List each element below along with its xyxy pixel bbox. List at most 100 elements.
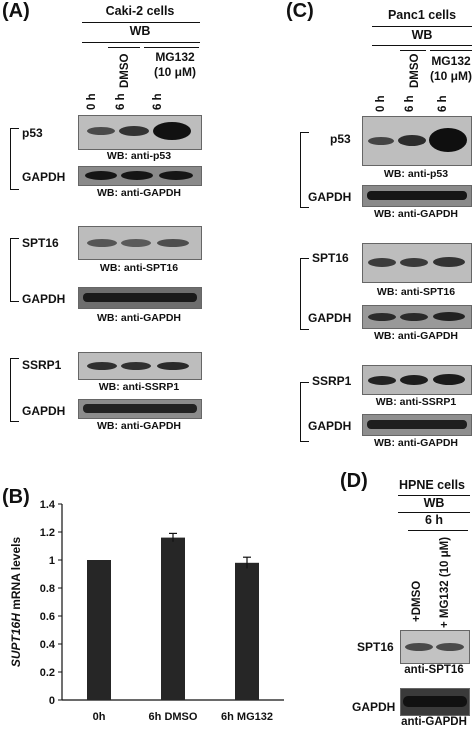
x-tick-label: 6h MG132 [221, 711, 273, 723]
panel-a-blot-ssrp1 [78, 352, 202, 380]
panel-c-protein-gapdh-3: GAPDH [308, 419, 352, 433]
panel-c-bracket-1 [300, 132, 309, 208]
panel-a-caption-gapdh-3: WB: anti-GAPDH [97, 420, 181, 432]
panel-a-caption-gapdh-2: WB: anti-GAPDH [97, 312, 181, 324]
y-axis-label: SUPT16H mRNA levels [9, 537, 23, 668]
panel-d-blot-gapdh [400, 688, 470, 716]
panel-c-protein-ssrp1: SSRP1 [312, 374, 352, 388]
band [157, 362, 189, 370]
band [433, 312, 465, 321]
y-tick-label: 0.4 [40, 639, 56, 651]
panel-a-rule-mg [144, 47, 199, 48]
panel-c-rule-top [372, 26, 472, 27]
band [83, 404, 197, 413]
panel-d-time: 6 h [424, 513, 444, 527]
band [403, 696, 467, 707]
panel-c-caption-ssrp1: WB: anti-SSRP1 [375, 396, 457, 408]
panel-c-treatment: MG132 (10 μM) [429, 54, 472, 83]
panel-d-letter: (D) [340, 470, 368, 492]
y-tick-label: 1 [49, 555, 55, 567]
panel-c-lane-dmso: DMSO [409, 53, 421, 89]
bar-2 [161, 537, 185, 700]
y-axis-label-unit: mRNA levels [9, 537, 23, 614]
band [87, 239, 117, 247]
panel-d-rule-time [408, 530, 468, 531]
band [153, 122, 191, 140]
panel-a-bracket-2 [10, 238, 19, 302]
panel-d-blot-spt16 [400, 630, 470, 664]
mrna-bar-chart: 0 0.2 0.4 0.6 0.8 1 1.2 1.4 SUPT16H mRNA levels 0… [9, 499, 284, 723]
band [398, 135, 426, 146]
band [433, 374, 465, 385]
band [400, 258, 428, 267]
band [405, 643, 433, 651]
band [368, 258, 396, 267]
panel-c-blot-gapdh-3 [362, 414, 472, 436]
panel-a-blot-gapdh-1 [78, 166, 202, 186]
panel-c-caption-gapdh-1: WB: anti-GAPDH [374, 208, 458, 220]
panel-d-protein-gapdh: GAPDH [352, 700, 396, 714]
panel-c-bracket-2 [300, 258, 309, 330]
panel-d-rule-wb [398, 512, 470, 513]
panel-c-protein-p53: p53 [330, 132, 351, 146]
panel-c-lane-6h-b: 6 h [437, 95, 449, 112]
y-tick-label: 1.4 [40, 499, 56, 511]
band [400, 313, 428, 321]
panel-a-protein-gapdh-2: GAPDH [22, 292, 66, 306]
panel-d-wb-label: WB [423, 496, 445, 510]
panel-a-lane-0h: 0 h [86, 93, 98, 110]
panel-a-wb-label: WB [129, 24, 151, 38]
panel-d-rule-top [398, 495, 470, 496]
band [85, 171, 117, 180]
panel-a-treatment: MG132 (10 μM) [153, 50, 196, 79]
panel-d-caption-gapdh: anti-GAPDH [401, 716, 467, 728]
band [83, 293, 197, 302]
panel-a-protein-ssrp1: SSRP1 [22, 358, 62, 372]
panel-a-blot-gapdh-2 [78, 287, 202, 309]
panel-a-protein-gapdh-3: GAPDH [22, 404, 66, 418]
panel-c-blot-gapdh-1 [362, 185, 472, 207]
panel-c-blot-gapdh-2 [362, 305, 472, 329]
panel-d-cell-line: HPNE cells [398, 478, 465, 492]
panel-c-protein-gapdh-1: GAPDH [308, 190, 352, 204]
band [121, 171, 153, 180]
bar-3 [235, 562, 259, 700]
panel-c-protein-gapdh-2: GAPDH [308, 311, 352, 325]
panel-c-caption-gapdh-3: WB: anti-GAPDH [374, 437, 458, 449]
panel-c-blot-spt16 [362, 243, 472, 283]
panel-a-caption-spt16: WB: anti-SPT16 [99, 262, 179, 274]
x-tick-label: 6h DMSO [149, 711, 198, 723]
band [436, 643, 464, 651]
panel-b-letter: (B) [2, 486, 30, 508]
band [121, 362, 151, 370]
y-tick-label: 1.2 [40, 527, 55, 539]
band [159, 171, 193, 180]
y-tick-label: 0 [49, 695, 55, 707]
band [87, 362, 117, 370]
panel-a-caption-ssrp1: WB: anti-SSRP1 [98, 381, 180, 393]
panel-c-letter: (C) [286, 0, 314, 22]
band [367, 420, 467, 429]
band [368, 137, 394, 145]
panel-a-protein-spt16: SPT16 [22, 236, 59, 250]
band [87, 127, 115, 135]
panel-d-lane-mg132: + MG132 (10 μM) [439, 536, 451, 628]
y-tick-label: 0.2 [40, 667, 55, 679]
panel-a-rule-dmso [108, 47, 140, 48]
panel-a-blot-p53 [78, 115, 202, 150]
panel-a-caption-p53: WB: anti-p53 [106, 150, 172, 162]
panel-c-wb-label: WB [411, 28, 433, 42]
panel-a-bracket-1 [10, 128, 19, 190]
panel-a-caption-gapdh-1: WB: anti-GAPDH [97, 187, 181, 199]
panel-c-caption-p53: WB: anti-p53 [383, 168, 449, 180]
panel-c-lane-6h-a: 6 h [404, 95, 416, 112]
y-tick-label: 0.6 [40, 611, 55, 623]
panel-a-lane-6h-a: 6 h [115, 93, 127, 110]
band [368, 376, 396, 385]
panel-a-blot-spt16 [78, 226, 202, 260]
band [157, 239, 189, 247]
panel-c-protein-spt16: SPT16 [312, 251, 349, 265]
band [119, 126, 149, 136]
panel-a-blot-gapdh-3 [78, 399, 202, 419]
panel-a-cell-line: Caki-2 cells [105, 4, 175, 18]
